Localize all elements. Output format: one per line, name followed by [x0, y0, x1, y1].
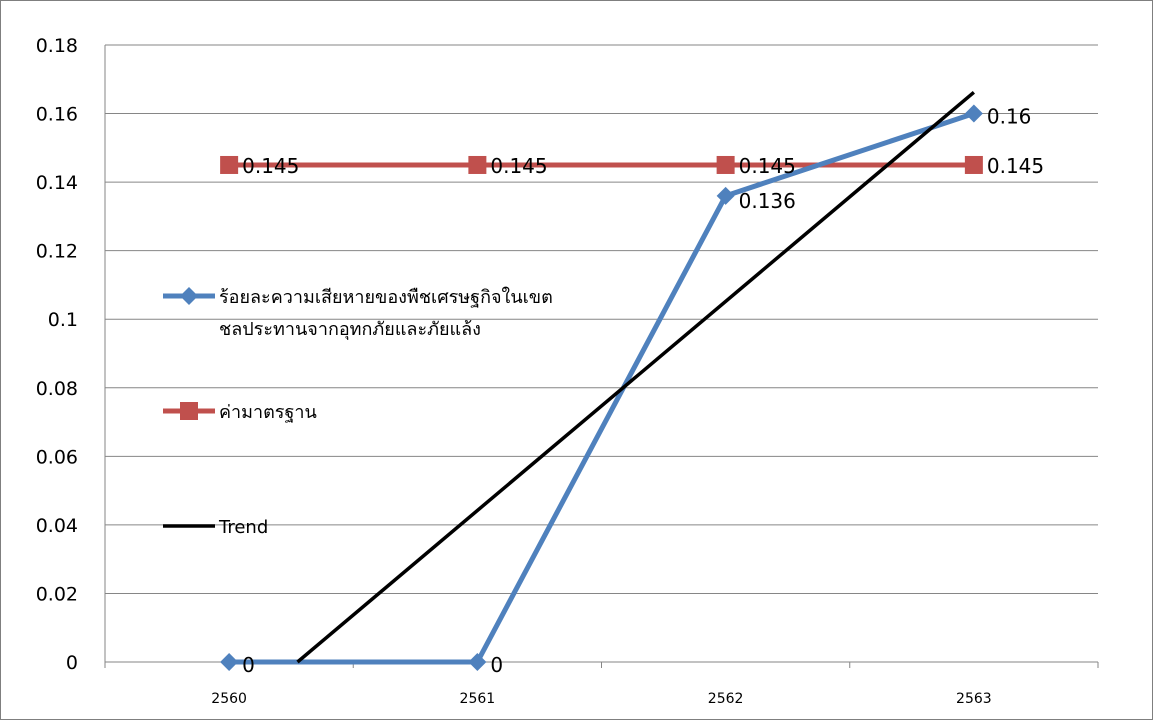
y-tick-label: 0.04 [36, 515, 78, 537]
x-tick-label: 2563 [956, 691, 992, 707]
standard-marker [220, 155, 239, 174]
legend-damage-marker [180, 287, 198, 305]
y-tick-label: 0.14 [36, 172, 78, 194]
standard-data-label: 0.145 [242, 154, 299, 178]
y-tick-label: 0 [66, 652, 78, 674]
legend-standard-marker [180, 402, 198, 420]
damage-data-label: 0 [242, 653, 255, 677]
legend-standard-label: ค่ามาตรฐาน [219, 402, 317, 423]
x-tick-label: 2560 [211, 691, 247, 707]
standard-marker [964, 155, 983, 174]
series-damage-line [229, 111, 975, 665]
trend-line [296, 90, 976, 664]
standard-data-label: 0.145 [739, 154, 796, 178]
y-tick-label: 0.12 [36, 241, 78, 263]
x-tick-label: 2562 [708, 691, 744, 707]
damage-data-label: 0.136 [739, 189, 796, 213]
standard-data-label: 0.145 [490, 154, 547, 178]
standard-data-label: 0.145 [987, 154, 1044, 178]
damage-marker [716, 186, 735, 205]
y-tick-label: 0.16 [36, 104, 78, 126]
legend-trend-label: Trend [218, 517, 268, 538]
legend-damage-label: ชลประทานจากอุทกภัยและภัยแล้ง [219, 319, 481, 340]
standard-marker [716, 155, 735, 174]
y-tick-label: 0.02 [36, 583, 78, 605]
damage-marker [220, 653, 239, 671]
x-tick-label: 2561 [460, 691, 496, 707]
y-tick-label: 0.18 [36, 35, 78, 57]
damage-data-label: 0.16 [987, 105, 1032, 129]
y-tick-label: 0.06 [36, 446, 78, 468]
y-tick-label: 0.1 [48, 309, 78, 331]
damage-marker [964, 104, 983, 123]
y-tick-label: 0.08 [36, 378, 78, 400]
legend-damage-label: ร้อยละความเสียหายของพืชเศรษฐกิจในเขต [219, 286, 553, 308]
standard-marker [468, 155, 487, 174]
damage-marker [468, 653, 487, 671]
damage-data-label: 0 [490, 653, 503, 677]
